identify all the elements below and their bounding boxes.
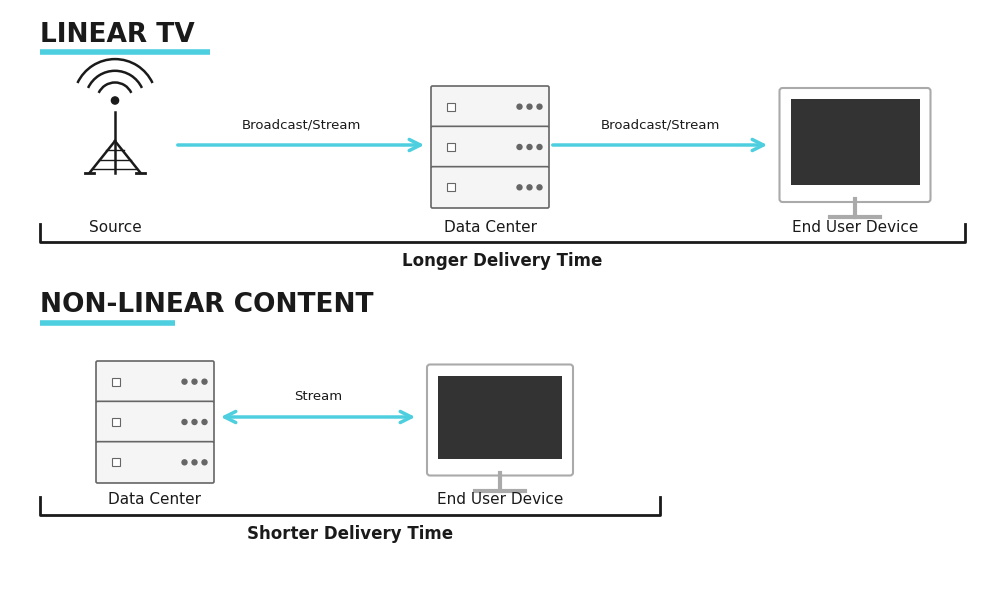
Circle shape <box>517 145 522 149</box>
Text: Data Center: Data Center <box>108 492 202 507</box>
Circle shape <box>182 379 187 384</box>
Circle shape <box>111 97 119 104</box>
FancyBboxPatch shape <box>780 88 930 202</box>
Circle shape <box>537 104 542 109</box>
Circle shape <box>537 185 542 190</box>
FancyBboxPatch shape <box>438 376 562 458</box>
Text: Broadcast/Stream: Broadcast/Stream <box>600 118 720 131</box>
FancyBboxPatch shape <box>112 458 120 466</box>
Circle shape <box>527 185 532 190</box>
Circle shape <box>192 460 197 465</box>
Circle shape <box>192 419 197 425</box>
Circle shape <box>182 419 187 425</box>
FancyBboxPatch shape <box>112 418 120 426</box>
Circle shape <box>202 379 207 384</box>
FancyBboxPatch shape <box>431 167 549 208</box>
FancyBboxPatch shape <box>427 364 573 475</box>
Text: Shorter Delivery Time: Shorter Delivery Time <box>247 525 453 543</box>
Circle shape <box>192 379 197 384</box>
Circle shape <box>182 460 187 465</box>
FancyBboxPatch shape <box>96 442 214 483</box>
Circle shape <box>537 145 542 149</box>
Text: LINEAR TV: LINEAR TV <box>40 22 195 48</box>
Text: NON-LINEAR CONTENT: NON-LINEAR CONTENT <box>40 292 374 318</box>
FancyBboxPatch shape <box>96 401 214 443</box>
FancyBboxPatch shape <box>431 86 549 127</box>
Text: End User Device: End User Device <box>437 492 563 507</box>
Text: Source: Source <box>89 220 141 235</box>
Circle shape <box>202 419 207 425</box>
FancyBboxPatch shape <box>446 103 454 110</box>
FancyBboxPatch shape <box>446 184 454 191</box>
Text: Data Center: Data Center <box>444 220 536 235</box>
FancyBboxPatch shape <box>96 361 214 403</box>
Circle shape <box>527 145 532 149</box>
Text: Broadcast/Stream: Broadcast/Stream <box>241 118 361 131</box>
FancyBboxPatch shape <box>112 377 120 386</box>
FancyBboxPatch shape <box>446 143 454 151</box>
Circle shape <box>517 104 522 109</box>
Text: Longer Delivery Time: Longer Delivery Time <box>402 252 603 270</box>
Circle shape <box>517 185 522 190</box>
FancyBboxPatch shape <box>790 99 920 185</box>
FancyBboxPatch shape <box>431 127 549 167</box>
Circle shape <box>202 460 207 465</box>
Text: End User Device: End User Device <box>792 220 918 235</box>
Text: Stream: Stream <box>294 390 342 403</box>
Circle shape <box>527 104 532 109</box>
